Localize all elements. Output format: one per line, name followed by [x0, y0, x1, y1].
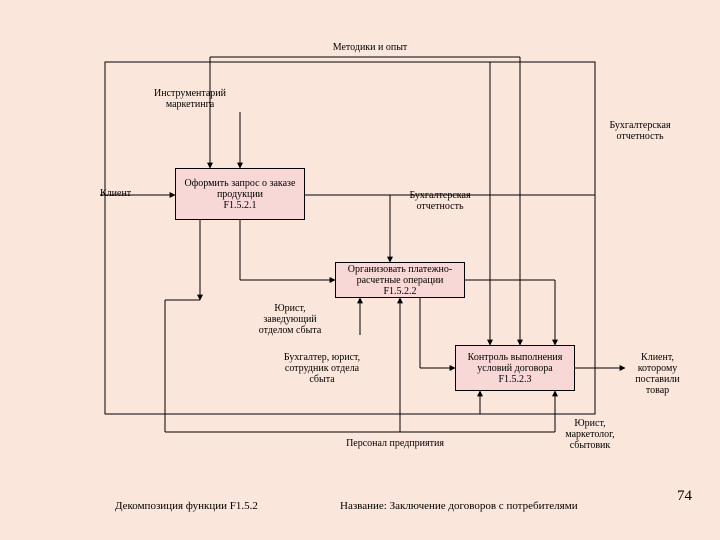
label-bukh-jur-sotr: Бухгалтер, юрист, сотрудник отдела сбыта: [272, 352, 372, 385]
label-jur-mark-sbyt: Юрист, маркетолог, сбытовик: [555, 418, 625, 451]
box-f1521: Оформить запрос о заказе продукции F1.5.…: [175, 168, 305, 220]
box-f1523-title: Контроль выполнения условий договора: [456, 352, 574, 374]
label-bukh-mid: Бухгалтерская отчетность: [395, 190, 485, 212]
box-f1521-code: F1.5.2.1: [223, 200, 256, 211]
box-f1523: Контроль выполнения условий договора F1.…: [455, 345, 575, 391]
box-f1521-title: Оформить запрос о заказе продукции: [176, 178, 304, 200]
caption-right: Название: Заключение договоров с потреби…: [340, 500, 640, 512]
label-personal: Персонал предприятия: [330, 438, 460, 449]
caption-left: Декомпозиция функции F1.5.2: [115, 500, 315, 512]
box-f1522-title: Организовать платежно-расчетные операции: [336, 264, 464, 286]
label-instrumentarij: Инструментарий маркетинга: [135, 88, 245, 110]
box-f1522-code: F1.5.2.2: [383, 286, 416, 297]
label-top-center: Методики и опыт: [300, 42, 440, 53]
page-number: 74: [677, 488, 692, 505]
label-client-right: Клиент, которому поставили товар: [625, 352, 690, 396]
label-jurist-left: Юрист, заведующий отделом сбыта: [250, 303, 330, 336]
label-bukh-top-right: Бухгалтерская отчетность: [600, 120, 680, 142]
box-f1523-code: F1.5.2.3: [498, 374, 531, 385]
label-client-left: Клиент: [100, 188, 145, 199]
box-f1522: Организовать платежно-расчетные операции…: [335, 262, 465, 298]
